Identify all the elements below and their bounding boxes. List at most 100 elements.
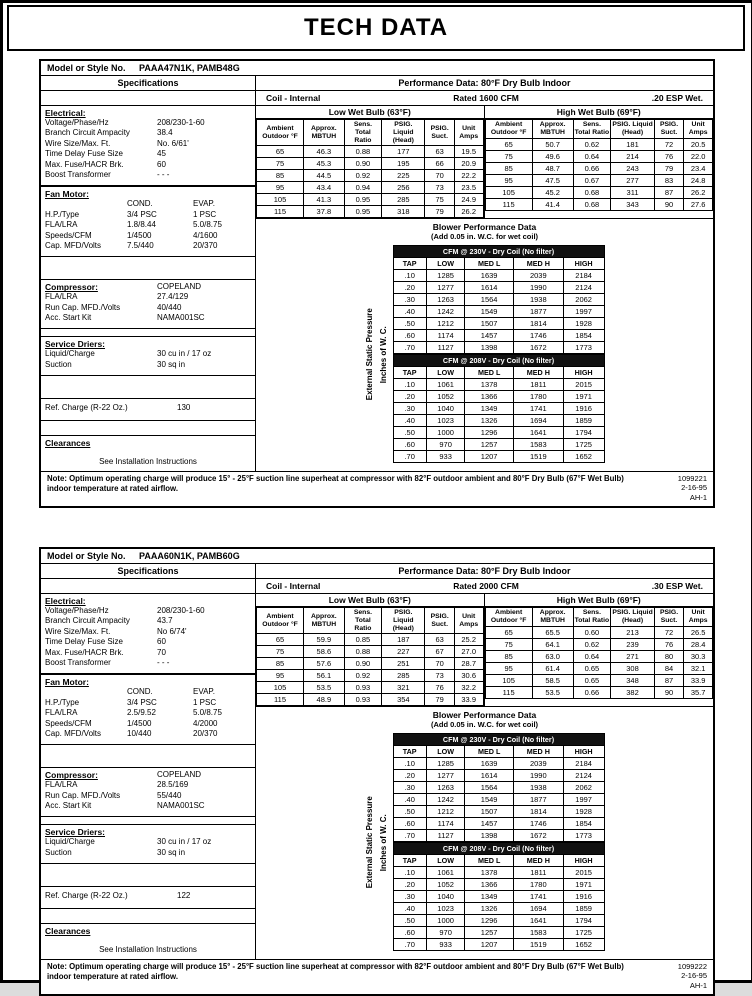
table-cell: 1877 (512, 305, 564, 319)
electrical-heading: Electrical: (45, 596, 86, 606)
spec-label: Liquid/Charge (45, 349, 95, 359)
spec-row: Run Cap. MFD./Volts 55/440 (45, 791, 251, 801)
table-cell: 80 (653, 649, 685, 663)
table-row: .60 1174 1457 1746 1854 (392, 817, 605, 831)
table-row: 75 49.6 0.64 214 76 22.0 (484, 149, 713, 163)
table-cell: .50 (392, 426, 427, 440)
spec-row: Max. Fuse/HACR Brk. 70 (45, 648, 251, 658)
table-cell: .20 (392, 769, 427, 783)
spec-value: No. 6/61' (157, 138, 189, 148)
table-cell: 23.4 (683, 161, 713, 175)
ref-charge-section: Ref. Charge (R-22 Oz.) 130 (41, 398, 255, 421)
spec-row: Acc. Start Kit NAMA001SC (45, 801, 251, 811)
table-cell: 1349 (464, 890, 514, 904)
spacer (41, 329, 255, 336)
table-cell: 48.9 (303, 693, 345, 707)
spec-label: Branch Circuit Ampacity (45, 616, 130, 626)
table-cell: 1859 (562, 414, 605, 428)
table-row: .20 1277 1614 1990 2124 (392, 769, 605, 783)
spec-value: 30 cu in / 17 oz (157, 837, 212, 847)
spec-value: 1.8/8.44 (127, 220, 156, 230)
table-cell: 76 (653, 637, 685, 651)
table-cell: 1794 (562, 426, 605, 440)
table-cell: 0.65 (572, 661, 612, 675)
table-cell: MED H (512, 366, 564, 380)
fan-motor-section: Fan Motor: COND. EVAP. H.P./Type 3/4 PSC 1 P… (41, 186, 255, 258)
table-cell: 213 (610, 625, 655, 639)
table-cell: 79 (653, 161, 685, 175)
cfm-title-row: CFM @ 208V - Dry Coil (No filter) (392, 842, 605, 856)
table-row: .70 933 1207 1519 1652 (392, 938, 605, 952)
table-cell: MED H (512, 745, 564, 759)
table-cell: 58.6 (303, 645, 345, 659)
clearances-text: See Installation Instructions (99, 456, 197, 466)
spec-row: FLA/LRA 1.8/8.44 5.0/8.75 (45, 220, 251, 230)
blower-tables: CFM @ 230V - Dry Coil (No filter) TAP LOW… (392, 245, 605, 464)
table-row: 65 65.5 0.60 213 72 26.5 (484, 625, 713, 639)
table-cell: 1549 (464, 305, 514, 319)
spec-label: Time Delay Fuse Size (45, 637, 123, 647)
coil-row: Coil - Internal Rated 1600 CFM .20 ESP W… (256, 91, 713, 106)
table-cell: 1277 (425, 281, 466, 295)
table-cell: .20 (392, 878, 427, 892)
spec-value: 122 (177, 891, 191, 901)
table-cell: 1212 (425, 317, 466, 331)
page-title: TECH DATA (303, 14, 449, 41)
spec-row: Voltage/Phase/Hz 208/230-1-60 (45, 606, 251, 616)
spec-row: Ref. Charge (R-22 Oz.) 122 (45, 891, 251, 901)
table-cell: 970 (425, 438, 466, 452)
table-cell: PSIG. Suct. (653, 119, 685, 139)
table-cell: 45.3 (303, 157, 345, 171)
table-cell: 79 (424, 205, 455, 219)
cfm-230v-title: CFM @ 230V - Dry Coil (No filter) (392, 245, 605, 259)
table-cell: 95 (255, 669, 305, 683)
table-cell: 1741 (512, 890, 564, 904)
fan-motor-heading: Fan Motor: (45, 189, 89, 200)
model-row: Model or Style No. PAAA47N1K, PAMB48G (41, 61, 713, 76)
table-cell: 1928 (562, 317, 605, 331)
table-cell: 85 (484, 649, 533, 663)
table-cell: 95 (255, 181, 305, 195)
table-cell: 30.6 (453, 669, 484, 683)
compressor-heading-row: Compressor: COPELAND (45, 282, 251, 292)
spec-value: 27.4/129 (157, 292, 189, 302)
spec-label: Ref. Charge (R-22 Oz.) (45, 403, 128, 413)
table-cell: 1741 (512, 402, 564, 416)
table-cell: 75 (484, 149, 533, 163)
table-cell: 1725 (562, 926, 605, 940)
spec-value: 55/440 (157, 790, 182, 800)
fan-motor-section: Fan Motor: COND. EVAP. H.P./Type 3/4 PSC 1 P… (41, 674, 255, 746)
spec-label: H.P./Type (45, 209, 80, 219)
table-cell: 1814 (512, 317, 564, 331)
table-cell: 65 (255, 633, 305, 647)
spec-label (45, 199, 123, 209)
table-cell: 181 (610, 137, 655, 151)
table-row: 95 43.4 0.94 256 73 23.5 (255, 181, 484, 195)
table-cell: PSIG. Liquid (Head) (610, 119, 655, 139)
table-cell: 1583 (512, 438, 564, 452)
ref-charge-row: Ref. Charge (R-22 Oz.) 122 (45, 891, 251, 901)
table-row: 105 45.2 0.68 311 87 26.2 (484, 185, 713, 199)
table-cell: PSIG. Liquid (Head) (610, 607, 655, 627)
table-cell: 1174 (425, 329, 466, 343)
table-cell: 0.90 (343, 157, 383, 171)
table-cell: 63 (424, 145, 455, 159)
table-cell: 72 (653, 625, 685, 639)
table-row: .70 1127 1398 1672 1773 (392, 341, 605, 355)
blower-title: Blower Performance Data (432, 710, 537, 721)
table-cell: 1127 (425, 341, 466, 355)
table-cell: 43.4 (303, 181, 345, 195)
table-header-row: Ambient Outdoor °F Approx. MBTUH Sens. Tot… (255, 118, 484, 147)
table-cell: HIGH (562, 366, 605, 380)
table-cell: 0.93 (343, 693, 383, 707)
high-wet-bulb-data-table: Ambient Outdoor °F Approx. MBTUH Sens. Tot… (484, 119, 714, 211)
table-cell: 75 (424, 193, 455, 207)
table-cell: 1326 (464, 414, 514, 428)
table-cell: 1277 (425, 769, 466, 783)
table-cell: 1263 (425, 293, 466, 307)
table-cell: 2015 (562, 378, 605, 392)
inches-of-wc-label: Inches of W. C. (378, 814, 388, 872)
spec-label: Acc. Start Kit (45, 801, 92, 811)
note-row: Note: Optimum operating charge will prod… (41, 470, 713, 506)
